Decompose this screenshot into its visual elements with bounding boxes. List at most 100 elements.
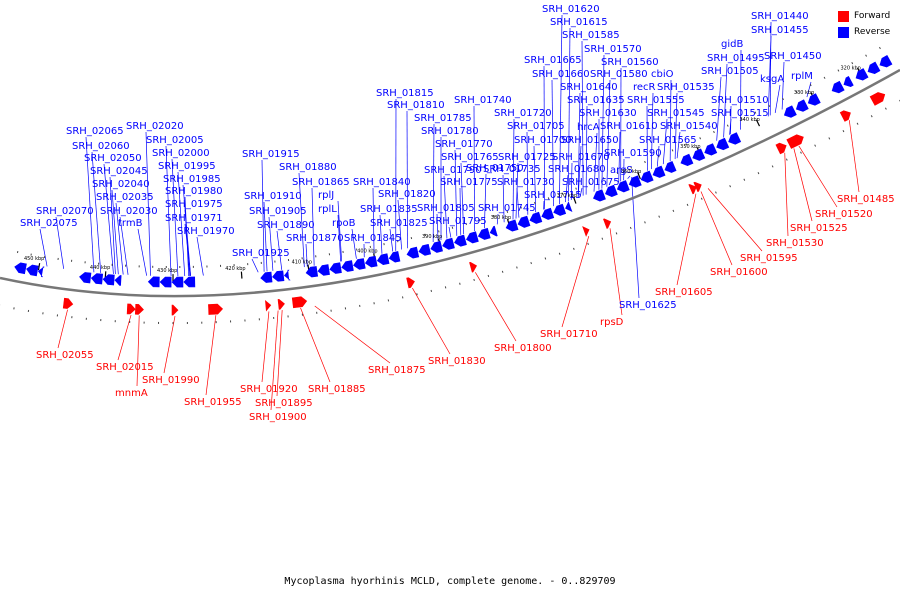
reverse-feature xyxy=(652,165,666,178)
reverse-feature xyxy=(593,189,606,202)
reverse-gene-label: SRH_01630 xyxy=(579,108,637,119)
reverse-leader-line xyxy=(305,243,308,267)
reverse-feature xyxy=(272,270,285,282)
reverse-leader-line xyxy=(627,175,631,179)
scale-dot xyxy=(630,166,633,169)
forward-feature xyxy=(693,181,702,193)
reverse-leader-line xyxy=(669,79,672,162)
reverse-leader-line xyxy=(459,187,462,235)
reverse-leader-line xyxy=(512,118,515,220)
reverse-gene-label: SRH_02065 xyxy=(66,126,124,137)
reverse-swatch xyxy=(838,26,849,38)
reverse-gene-label: SRH_01620 xyxy=(542,4,600,15)
reverse-gene-label: SRH_01720 xyxy=(494,108,552,119)
scale-dot xyxy=(800,151,802,154)
reverse-leader-line xyxy=(516,187,520,218)
reverse-leader-line xyxy=(526,131,529,215)
reverse-leader-line xyxy=(496,213,499,225)
reverse-feature xyxy=(517,215,531,228)
reverse-gene-label: SRH_01700 xyxy=(514,135,572,146)
forward-leader-line xyxy=(561,236,590,328)
legend-label-forward: Forward xyxy=(854,11,891,21)
scale-dot xyxy=(851,61,854,65)
reverse-gene-label: SRH_01840 xyxy=(353,177,411,188)
reverse-feature xyxy=(605,184,618,198)
forward-gene-label: SRH_01885 xyxy=(308,384,366,395)
reverse-leader-line xyxy=(389,228,394,252)
genome-caption: Mycoplasma hyorhinis MCLD, complete geno… xyxy=(284,576,616,587)
scale-dot xyxy=(487,274,490,278)
reverse-gene-label: SRH_01845 xyxy=(344,233,402,244)
reverse-leader-line xyxy=(261,159,265,272)
reverse-gene-label: argS xyxy=(610,165,633,176)
reverse-gene-label: SRH_01540 xyxy=(660,121,718,132)
forward-leader-line xyxy=(676,193,697,286)
reverse-gene-label: SRH_01730 xyxy=(497,177,555,188)
reverse-feature xyxy=(317,264,330,276)
scale-dot xyxy=(685,143,688,146)
scale-dot xyxy=(547,197,550,200)
reverse-feature xyxy=(102,274,115,286)
reverse-feature xyxy=(867,61,881,75)
forward-leader-line xyxy=(136,315,140,387)
forward-leader-line xyxy=(707,188,763,252)
reverse-feature xyxy=(364,255,378,268)
forward-gene-label: SRH_01875 xyxy=(368,365,426,376)
reverse-leader-line xyxy=(406,110,408,249)
forward-feature xyxy=(277,298,285,310)
reverse-leader-line xyxy=(606,79,611,187)
scale-dot xyxy=(686,203,689,206)
reverse-gene-label: SRH_02075 xyxy=(20,218,78,229)
reverse-gene-label: SRH_01665 xyxy=(524,55,582,66)
reverse-gene-label: SRH_01805 xyxy=(417,203,475,214)
reverse-gene-label: SRH_01970 xyxy=(177,226,235,237)
reverse-gene-label: recR xyxy=(633,82,656,93)
reverse-gene-label: SRH_01815 xyxy=(376,88,434,99)
forward-gene-label: SRH_01710 xyxy=(540,329,598,340)
reverse-feature xyxy=(442,237,455,250)
scale-dot xyxy=(629,226,632,230)
forward-leader-line xyxy=(412,287,451,355)
scale-dot xyxy=(644,160,646,164)
reverse-leader-line xyxy=(165,145,172,277)
reverse-feature xyxy=(418,243,432,256)
scale-tick xyxy=(755,119,761,127)
reverse-leader-line xyxy=(372,187,375,256)
reverse-leader-line xyxy=(781,61,785,110)
reverse-feature xyxy=(341,260,354,272)
scale-dot xyxy=(615,232,618,235)
reverse-labels: SRH_02075SRH_02070SRH_02065SRH_02060SRH_… xyxy=(20,4,822,311)
scale-dot xyxy=(729,185,731,188)
reverse-feature xyxy=(305,266,319,278)
reverse-feature xyxy=(14,262,27,275)
forward-gene-label: SRH_01485 xyxy=(837,194,895,205)
reverse-gene-label: SRH_01535 xyxy=(657,82,715,93)
reverse-feature xyxy=(430,240,443,253)
reverse-leader-line xyxy=(502,174,505,223)
legend-label-reverse: Reverse xyxy=(854,27,891,37)
reverse-leader-line xyxy=(662,118,668,165)
reverse-gene-label: SRH_01555 xyxy=(627,95,685,106)
forward-leader-line xyxy=(314,305,391,364)
reverse-gene-label: SRH_01915 xyxy=(242,149,300,160)
reverse-gene-label: SRH_01880 xyxy=(279,162,337,173)
scale-label: 390 kbp xyxy=(422,234,442,240)
scale-dot xyxy=(672,209,675,212)
reverse-gene-label: SRH_01735 xyxy=(483,164,541,175)
scale-label: 330 kbp xyxy=(794,90,814,96)
reverse-gene-label: SRH_01810 xyxy=(387,100,445,111)
reverse-gene-label: cbiO xyxy=(651,69,674,80)
scale-dot xyxy=(856,122,859,125)
reverse-leader-line xyxy=(263,201,268,272)
reverse-gene-label: gidB xyxy=(721,39,743,50)
reverse-gene-label: SRH_01750 xyxy=(466,163,524,174)
forward-feature xyxy=(126,303,136,315)
scale-dot xyxy=(530,261,532,265)
scale-dot xyxy=(757,172,760,175)
scale-dot xyxy=(516,266,518,269)
reverse-gene-label: SRH_01705 xyxy=(507,121,565,132)
reverse-gene-label: SRH_01910 xyxy=(244,191,302,202)
reverse-gene-label: SRH_01740 xyxy=(454,95,512,106)
reverse-leader-line xyxy=(268,216,274,271)
reverse-feature xyxy=(353,258,366,270)
